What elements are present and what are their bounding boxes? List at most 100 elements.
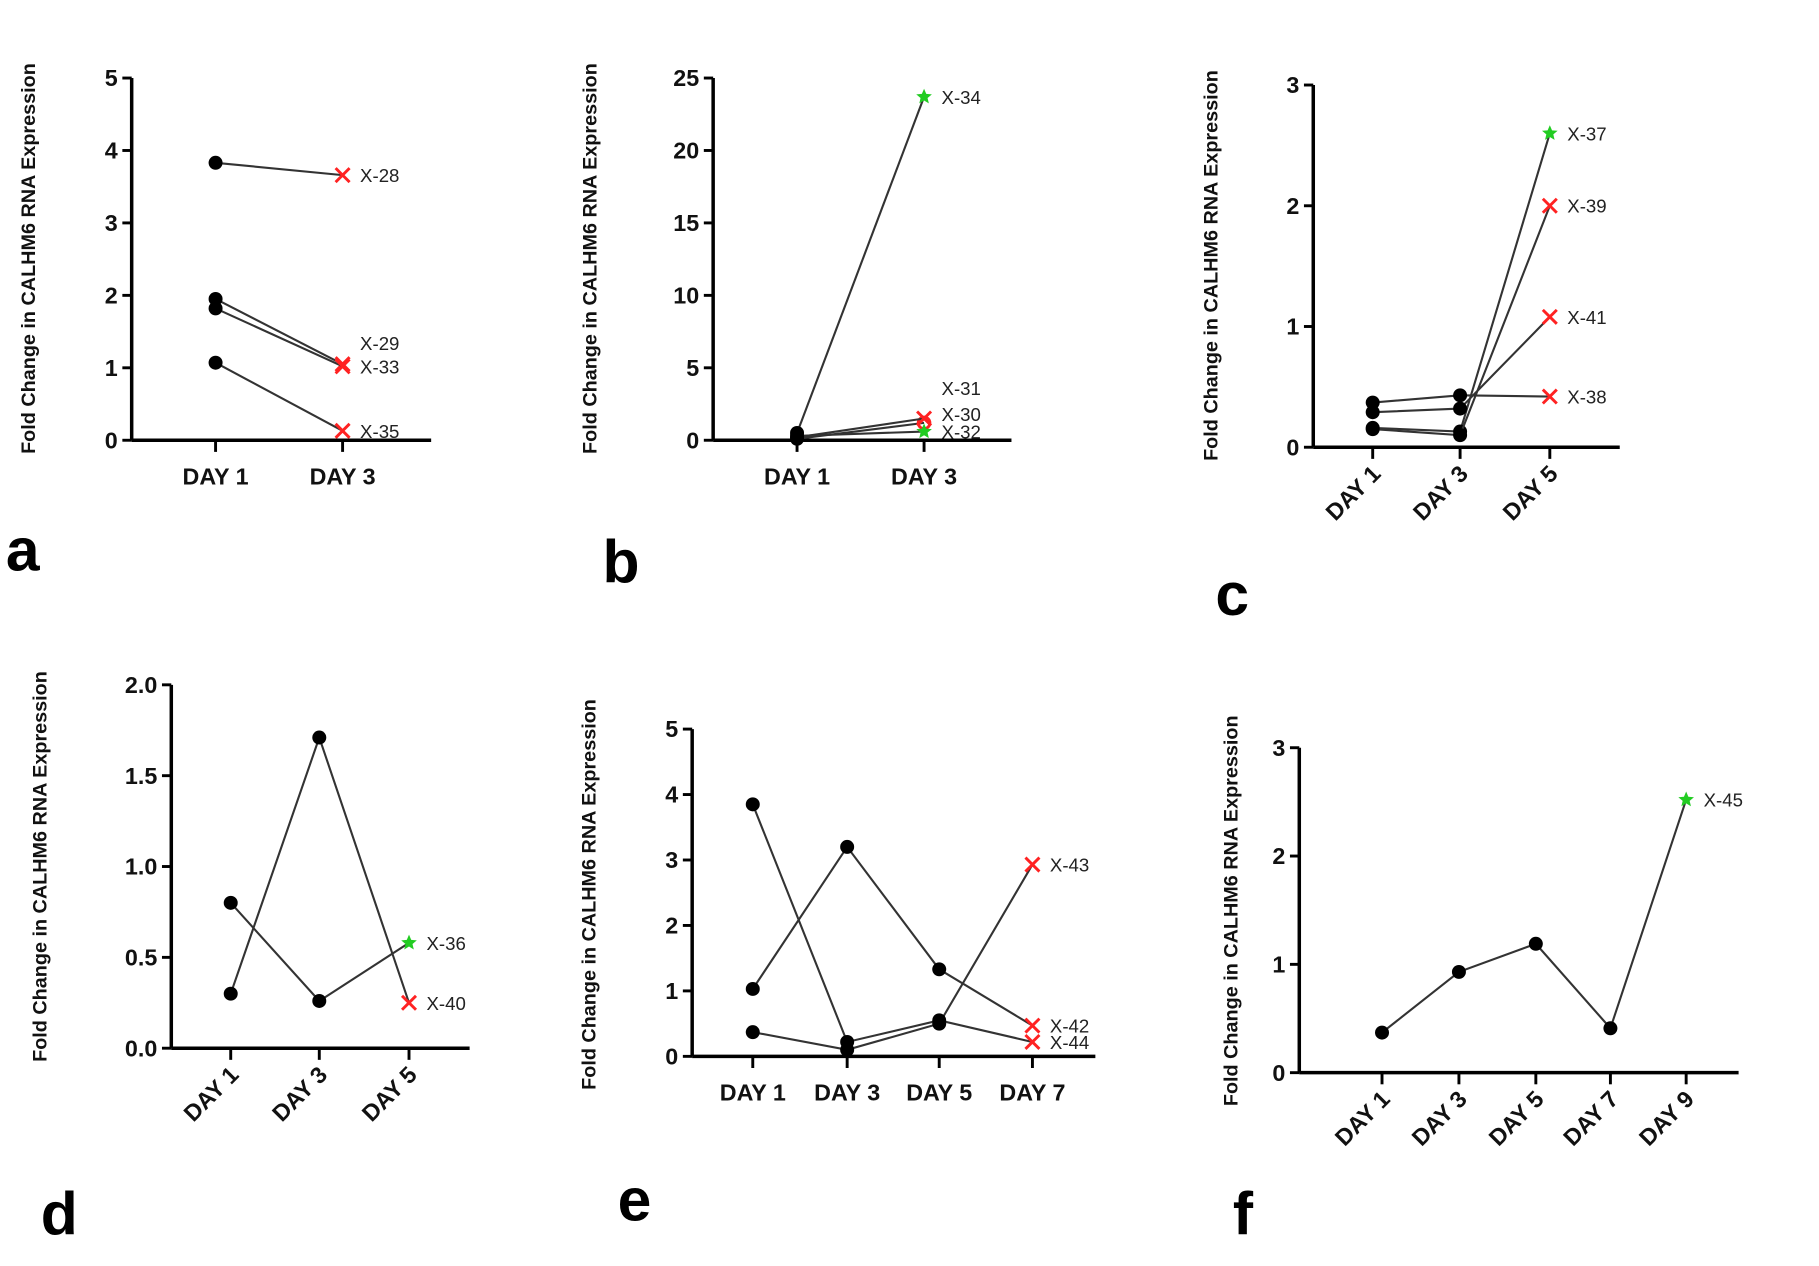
data-point <box>1453 428 1468 443</box>
data-point <box>840 839 855 854</box>
data-point-x-marker <box>1541 308 1558 325</box>
y-tick-label: 0.5 <box>125 945 157 971</box>
data-point <box>312 730 327 745</box>
data-point <box>745 1025 760 1040</box>
series-line-X-40 <box>229 734 411 1004</box>
data-point-x-marker <box>400 994 418 1011</box>
series-label: X-36 <box>426 933 465 954</box>
data-point-x-marker <box>334 358 351 375</box>
data-point-x-marker <box>334 422 351 439</box>
series-line-X-28 <box>215 161 343 177</box>
x-tick-label: DAY 1 <box>720 1080 786 1106</box>
y-tick-label: 0 <box>1286 434 1299 460</box>
x-tick-label: DAY 1 <box>179 1061 244 1126</box>
series-line-X-29 <box>215 298 344 366</box>
x-tick-label: DAY 1 <box>183 464 249 490</box>
y-tick-label: 2 <box>105 283 118 309</box>
y-tick-label: 15 <box>673 210 699 236</box>
series-line-X-44 <box>751 803 1033 1044</box>
panel-d: 0.0 0.5 1.0 1.5 2.0 DAY 1 DAY 3 DAY 5 Fold Chang… <box>30 671 470 1248</box>
y-axis-label: Fold Change in CALHM6 RNA Expression <box>1201 70 1223 461</box>
data-point-star-marker <box>916 88 932 104</box>
y-tick-label: 3 <box>105 210 118 236</box>
y-tick-label: 2.0 <box>125 672 157 698</box>
y-axis-label: Fold Change in CALHM6 RNA Expression <box>1221 715 1243 1106</box>
series-label: X-32 <box>942 422 981 443</box>
y-tick-label: 3 <box>1286 72 1299 98</box>
y-tick-label: 0 <box>1272 1060 1285 1086</box>
x-tick-label: DAY 1 <box>1330 1086 1395 1151</box>
data-point-x-marker <box>1541 388 1558 405</box>
y-tick-label: 2 <box>1286 193 1299 219</box>
y-tick-label: 1.5 <box>125 763 157 789</box>
data-point <box>1603 1021 1618 1036</box>
y-tick-label: 4 <box>105 138 118 164</box>
series-line-X-37 <box>1372 133 1551 433</box>
series-label: X-38 <box>1567 387 1606 408</box>
series-line-X-42 <box>751 845 1033 1027</box>
y-tick-label: 0.0 <box>125 1035 157 1061</box>
data-point-x-marker <box>1541 197 1558 214</box>
data-point <box>1365 395 1380 410</box>
data-point <box>745 981 760 996</box>
y-tick-label: 25 <box>673 65 699 91</box>
series-line-X-31 <box>796 421 925 440</box>
series-label: X-30 <box>942 404 981 425</box>
panel-c: 0 1 2 3 DAY 1 DAY 3 DAY 5 Fold Change in CALHM6… <box>1201 70 1620 628</box>
data-point-x-marker <box>334 356 351 373</box>
series-label: X-31 <box>942 378 981 399</box>
data-point-star-marker <box>401 934 417 950</box>
series-label: X-34 <box>942 87 981 108</box>
y-tick-label: 0 <box>665 1044 678 1070</box>
panel-f: 0 1 2 3 DAY 1 DAY 3 DAY 5 DAY 7 DAY 9 Fold Change… <box>1221 715 1743 1247</box>
data-point <box>840 1034 855 1049</box>
data-point-x-marker <box>1024 1033 1041 1050</box>
data-point-x-marker <box>334 167 351 184</box>
data-point <box>223 986 238 1001</box>
panel-label: d <box>41 1180 78 1248</box>
x-tick-label: DAY 3 <box>814 1080 880 1106</box>
y-tick-label: 3 <box>665 847 678 873</box>
series-line-X-34 <box>796 96 926 434</box>
data-point-star-marker <box>1678 791 1694 807</box>
panel-e: 0 1 2 3 4 5 DAY 1 DAY 3 DAY 5 DAY 7 Fold Change in… <box>578 699 1096 1234</box>
x-tick-label: DAY 7 <box>1558 1086 1623 1151</box>
series-line-X-45 <box>1381 799 1688 1034</box>
series-label: X-45 <box>1704 790 1743 811</box>
panel-a: 0 1 2 3 4 5 DAY 1 DAY 3 Fold Change in CALHM6 RN… <box>6 63 432 584</box>
x-tick-label: DAY 5 <box>357 1061 422 1126</box>
series-line-X-43 <box>752 864 1034 1051</box>
data-point-star-marker <box>1542 125 1558 140</box>
y-tick-label: 20 <box>673 138 699 164</box>
data-point <box>208 155 223 170</box>
data-point-star-marker <box>916 423 932 439</box>
y-tick-label: 2 <box>665 913 678 939</box>
x-tick-label: DAY 3 <box>310 464 376 490</box>
series-label: X-42 <box>1050 1016 1089 1037</box>
series-label: X-29 <box>360 333 399 354</box>
y-axis-label: Fold Change in CALHM6 RNA Expression <box>578 699 600 1090</box>
panel-b: 0 5 10 15 20 25 DAY 1 DAY 3 Fold Change in CALHM… <box>580 63 1012 595</box>
data-point <box>1365 405 1380 420</box>
data-point <box>208 301 223 316</box>
series-line-X-32 <box>797 430 925 437</box>
y-tick-label: 3 <box>1272 735 1285 761</box>
x-tick-label: DAY 5 <box>1498 460 1563 525</box>
series-label: X-28 <box>360 165 399 186</box>
series-label: X-37 <box>1567 123 1606 144</box>
y-tick-label: 1 <box>105 355 118 381</box>
y-tick-label: 2 <box>1272 843 1285 869</box>
y-axis-label: Fold Change in CALHM6 RNA Expression <box>30 671 52 1062</box>
series-label: X-44 <box>1050 1032 1089 1053</box>
y-axis-label: Fold Change in CALHM6 RNA Expression <box>580 63 602 454</box>
series-label: X-41 <box>1567 307 1606 328</box>
panel-label: a <box>6 516 41 584</box>
y-tick-label: 1 <box>1272 952 1285 978</box>
y-tick-label: 10 <box>673 283 699 309</box>
x-tick-label: DAY 5 <box>906 1080 972 1106</box>
data-point <box>1375 1025 1390 1040</box>
data-point <box>932 1013 947 1028</box>
data-point <box>932 962 947 977</box>
data-point <box>1528 936 1543 951</box>
